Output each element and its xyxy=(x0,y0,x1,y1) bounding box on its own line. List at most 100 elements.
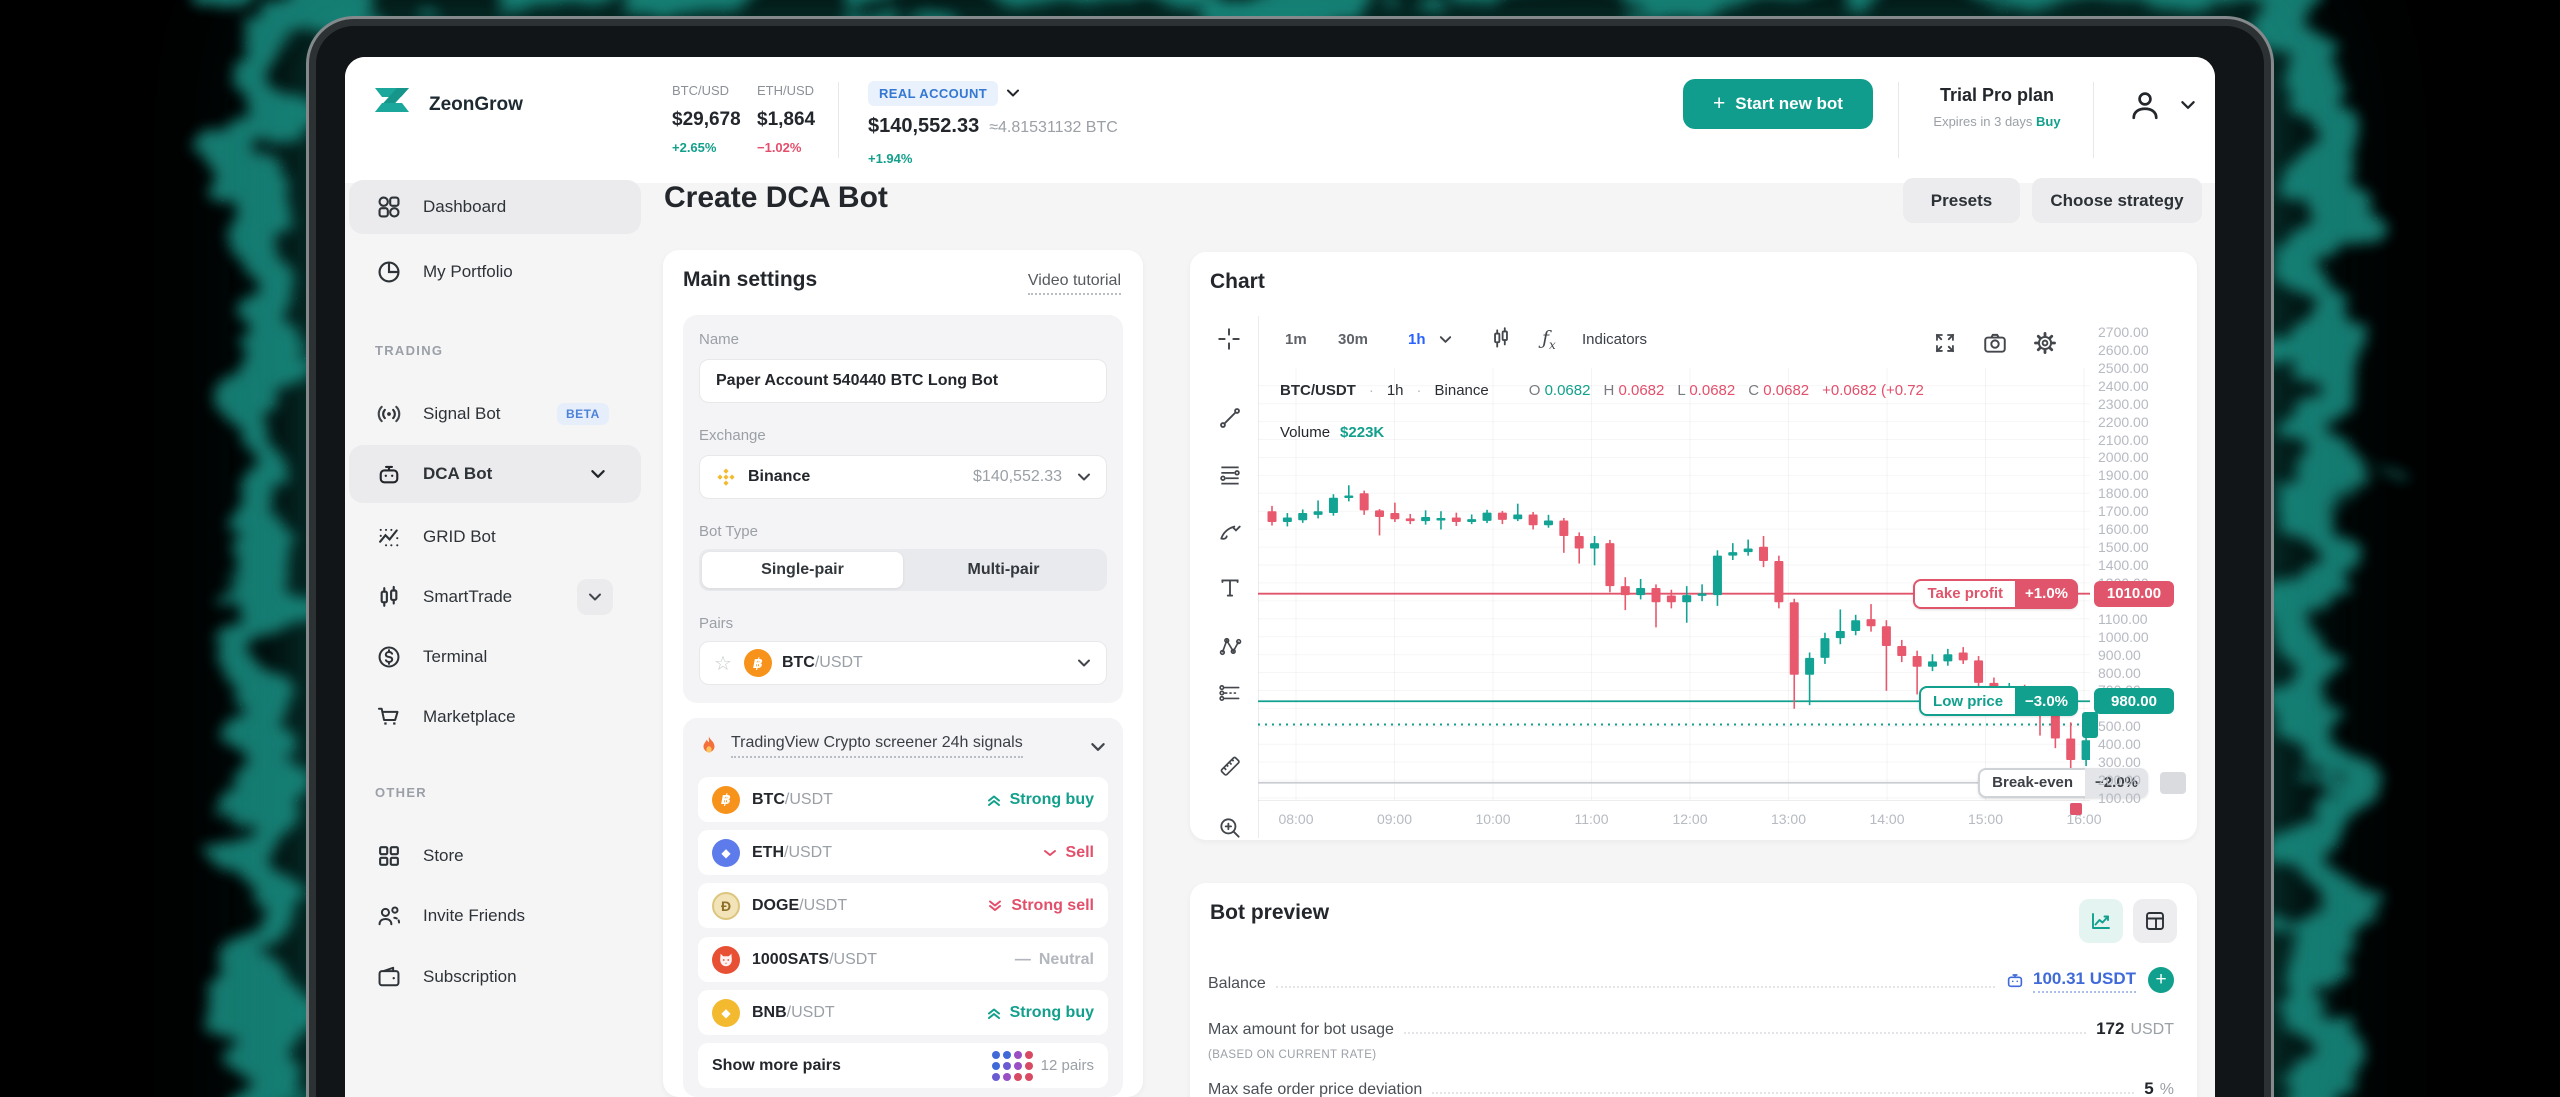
plan-buy-link[interactable]: Buy xyxy=(2036,114,2061,129)
sidebar-item-subscription[interactable]: Subscription xyxy=(349,952,641,1002)
preview-chart-view-button[interactable] xyxy=(2079,899,2123,943)
strong-buy-icon xyxy=(987,1008,1000,1019)
camera-snapshot-icon[interactable] xyxy=(1982,330,2008,356)
screener-row-btc[interactable]: ฿ BTC/USDT Strong buy xyxy=(698,777,1108,822)
ticker-change: −1.02% xyxy=(757,140,802,155)
screener-row-1000sats[interactable]: 1000SATS/USDT — Neutral xyxy=(698,937,1108,982)
bot-name-input[interactable]: Paper Account 540440 BTC Long Bot xyxy=(699,359,1107,403)
tp-line-label[interactable]: Take profit +1.0% xyxy=(1913,578,2078,609)
flame-icon xyxy=(703,736,715,753)
sidebar-item-signal-bot[interactable]: Signal Bot BETA xyxy=(349,389,641,439)
sidebar-item-label: Store xyxy=(423,846,464,865)
exchange-name: Binance xyxy=(748,468,811,485)
account-type-badge[interactable]: REAL ACCOUNT xyxy=(868,81,999,106)
fullscreen-icon[interactable] xyxy=(1932,330,1958,356)
candle-style-icon[interactable] xyxy=(1488,326,1514,352)
video-tutorial-link[interactable]: Video tutorial xyxy=(1027,272,1121,295)
sidebar-item-label: Terminal xyxy=(423,647,488,666)
balance-row: Balance 100.31 USDT + xyxy=(1208,967,2174,993)
line-chart-icon xyxy=(2092,913,2110,929)
price-axis[interactable]: 2700.00 2600.00 2500.00 2400.00 2300.00 2200.… xyxy=(2082,324,2190,812)
sidebar-item-smarttrade[interactable]: SmartTrade xyxy=(349,572,641,622)
binance-icon xyxy=(717,468,735,486)
brand[interactable]: ZeonGrow xyxy=(369,78,523,122)
xabcd-pattern-tool-icon[interactable] xyxy=(1208,627,1252,667)
trend-line-tool-icon[interactable] xyxy=(1208,398,1252,438)
preview-table-view-button[interactable] xyxy=(2133,899,2177,943)
sidebar-item-dashboard[interactable]: Dashboard xyxy=(349,180,641,234)
price-tick: 2200.00 xyxy=(2098,413,2149,430)
position-tool-icon[interactable] xyxy=(1208,673,1252,713)
balance-value[interactable]: 100.31 USDT xyxy=(2033,969,2136,993)
ticker-price: $29,678 xyxy=(672,109,741,130)
screener-row-doge[interactable]: Ð DOGE/USDT Strong sell xyxy=(698,883,1108,928)
screener-row-eth[interactable]: ◆ ETH/USDT Sell xyxy=(698,830,1108,875)
account-balance-btc: ≈4.81531132 BTC xyxy=(989,119,1118,136)
crosshair-tool-icon[interactable] xyxy=(1216,326,1242,352)
price-tick: 2700.00 xyxy=(2098,324,2149,340)
indicators-button[interactable]: Indicators xyxy=(1582,330,1648,348)
sidebar-item-store[interactable]: Store xyxy=(349,831,641,881)
main-settings-card: Main settings Video tutorial Name Paper … xyxy=(663,250,1143,1097)
brush-tool-icon[interactable] xyxy=(1208,512,1252,552)
zoom-in-tool-icon[interactable] xyxy=(1208,808,1252,848)
interval-1m[interactable]: 1m xyxy=(1285,330,1307,348)
max-amount-value: 172 xyxy=(2096,1019,2125,1038)
time-tick: 16:00 xyxy=(2066,811,2102,827)
sell-icon xyxy=(1043,849,1056,856)
bot-type-multi-pair[interactable]: Multi-pair xyxy=(967,561,1040,578)
sidebar-item-label: GRID Bot xyxy=(423,527,496,546)
favorite-star-icon[interactable]: ☆ xyxy=(714,652,732,675)
bot-type-segmented-control: Single-pair Multi-pair xyxy=(699,549,1107,591)
pair-base: BTC xyxy=(781,654,815,671)
max-deviation-label: Max safe order price deviation xyxy=(1208,1081,1423,1097)
sidebar-item-invite-friends[interactable]: Invite Friends xyxy=(349,891,641,941)
smarttrade-expand-button[interactable] xyxy=(577,579,613,615)
chevron-down-icon[interactable] xyxy=(589,465,607,483)
safety-line-tag xyxy=(2082,711,2098,738)
bot-preview-title: Bot preview xyxy=(1210,901,1330,924)
screener-row-bnb[interactable]: ◆ BNB/USDT Strong buy xyxy=(698,990,1108,1035)
text-tool-icon[interactable] xyxy=(1208,568,1252,608)
sidebar-item-terminal[interactable]: Terminal xyxy=(349,632,641,682)
robot-icon xyxy=(375,460,403,488)
chart-pane[interactable]: BTC/USDT · 1h · Binance O 0.0682 H 0.0682 … xyxy=(1258,368,2148,800)
screener-title-link[interactable]: TradingView Crypto screener 24h signals xyxy=(731,734,1023,758)
time-axis[interactable]: 08:00 09:00 10:00 11:00 12:00 13:00 14:00 15:00… xyxy=(1258,800,2102,838)
sidebar-item-my-portfolio[interactable]: My Portfolio xyxy=(349,247,641,297)
paper-bot-icon xyxy=(2007,974,2023,988)
account-chevron-down-icon[interactable] xyxy=(1005,85,1021,101)
fib-lines-tool-icon[interactable] xyxy=(1208,455,1252,495)
bot-type-label: Bot Type xyxy=(699,523,758,540)
choose-strategy-button[interactable]: Choose strategy xyxy=(2032,178,2202,223)
price-tick: 1400.00 xyxy=(2098,556,2149,573)
candles-icon xyxy=(375,583,403,611)
main-settings-title: Main settings xyxy=(683,268,818,291)
sidebar-item-dca-bot[interactable]: DCA Bot xyxy=(349,445,641,503)
lp-line-label[interactable]: Low price −3.0% xyxy=(1919,686,2078,717)
screener-collapse-chevron-icon[interactable] xyxy=(1089,738,1107,756)
be-line-label[interactable]: Break-even −2.0% xyxy=(1978,767,2148,798)
pairs-label: Pairs xyxy=(699,615,734,632)
sidebar-item-marketplace[interactable]: Marketplace xyxy=(349,692,641,742)
exchange-select[interactable]: Binance $140,552.33 xyxy=(699,455,1107,499)
ticker-price: $1,864 xyxy=(757,109,816,130)
bot-type-single-pair[interactable]: Single-pair xyxy=(702,552,903,588)
user-icon[interactable] xyxy=(2127,87,2163,123)
pair-select[interactable]: ☆ ฿ BTC/USDT xyxy=(699,641,1107,685)
sidebar-item-grid-bot[interactable]: GRID Bot xyxy=(349,512,641,562)
add-funds-button[interactable]: + xyxy=(2148,967,2174,993)
account-balance: $140,552.33 ≈4.81531132 BTC xyxy=(868,115,1118,138)
sidebar-item-label: Dashboard xyxy=(423,197,507,216)
interval-1h-active[interactable]: 1h xyxy=(1408,330,1426,348)
presets-button[interactable]: Presets xyxy=(1903,178,2020,223)
fx-icon[interactable]: ƒx xyxy=(1542,326,1556,352)
start-new-bot-button[interactable]: + Start new bot xyxy=(1683,79,1873,129)
signal-label: Strong buy xyxy=(1009,1003,1094,1021)
ruler-tool-icon[interactable] xyxy=(1208,746,1252,786)
gear-icon[interactable] xyxy=(2032,330,2058,356)
user-menu-chevron-down-icon[interactable] xyxy=(2179,96,2197,114)
show-more-pairs-row[interactable]: Show more pairs 12 pairs xyxy=(698,1043,1108,1088)
interval-chevron-down-icon[interactable] xyxy=(1438,332,1453,347)
interval-30m[interactable]: 30m xyxy=(1338,330,1369,348)
